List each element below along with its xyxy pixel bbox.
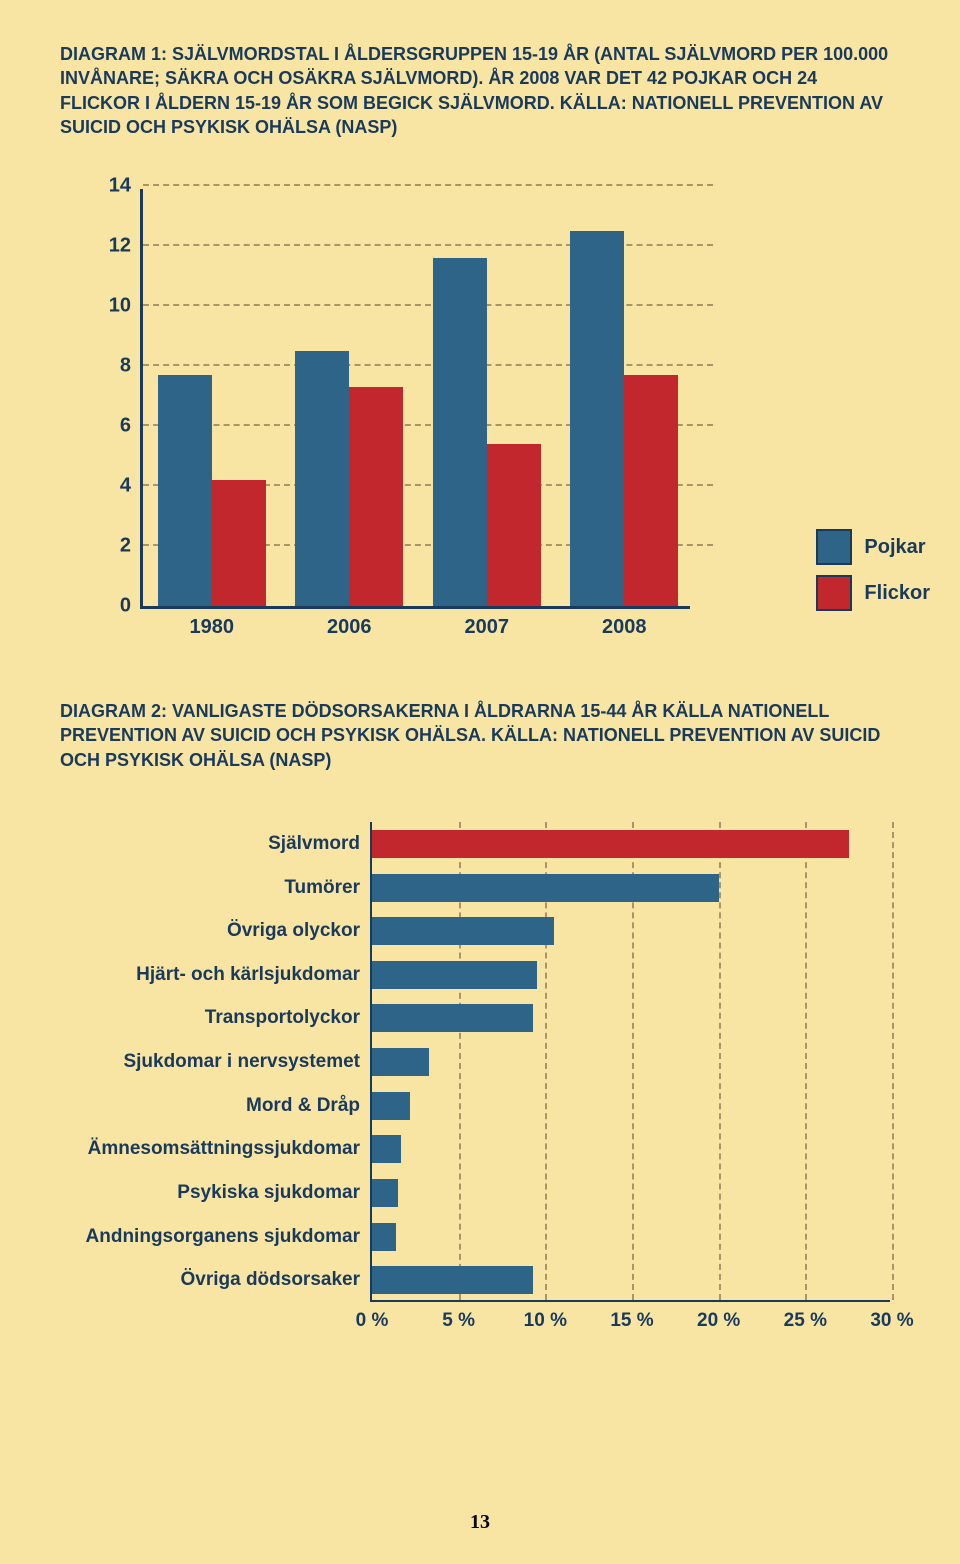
chart1-gridline (143, 244, 713, 246)
chart2-bar (372, 1223, 396, 1251)
chart2-category-label: Transportolyckor (205, 1007, 360, 1029)
chart2-category-label: Övriga dödsorsaker (180, 1269, 360, 1291)
chart2-bar (372, 830, 849, 858)
chart1-xtick-label: 2006 (327, 616, 372, 639)
diagram1-description: DIAGRAM 1: SJÄLVMORDSTAL I ÅLDERSGRUPPEN… (60, 42, 900, 139)
chart1-xtick-label: 2007 (465, 616, 510, 639)
chart1-ytick-label: 6 (120, 415, 131, 438)
diagram2-chart: 0 %5 %10 %15 %20 %25 %30 %SjälvmordTumör… (60, 822, 890, 1342)
chart2-bar (372, 874, 719, 902)
chart1-ytick-label: 14 (109, 175, 131, 198)
chart2-gridline (892, 822, 894, 1300)
chart2-gridline (719, 822, 721, 1300)
chart1-gridline (143, 304, 713, 306)
chart2-bar (372, 961, 537, 989)
chart1-bar (212, 480, 266, 606)
chart2-gridline (805, 822, 807, 1300)
chart1-bar (295, 351, 349, 606)
chart2-category-label: Tumörer (284, 877, 360, 899)
legend-label-pojkar: Pojkar (864, 536, 925, 559)
chart1-ytick-label: 2 (120, 535, 131, 558)
diagram1-legend: Pojkar Flickor (816, 519, 930, 611)
chart2-xtick-label: 25 % (784, 1310, 827, 1332)
chart1-xtick-label: 1980 (190, 616, 235, 639)
chart1-bar (158, 375, 212, 606)
diagram2-plot: 0 %5 %10 %15 %20 %25 %30 %SjälvmordTumör… (370, 822, 890, 1302)
chart2-xtick-label: 30 % (870, 1310, 913, 1332)
chart1-ytick-label: 12 (109, 235, 131, 258)
chart2-category-label: Självmord (268, 833, 360, 855)
chart2-category-label: Andningsorganens sjukdomar (86, 1226, 360, 1248)
legend-swatch-flickor (816, 575, 852, 611)
page-number: 13 (470, 1511, 490, 1534)
chart1-bar (570, 231, 624, 606)
chart1-ytick-label: 8 (120, 355, 131, 378)
chart2-bar (372, 1048, 429, 1076)
diagram1-chart: 024681012141980200620072008 Pojkar Flick… (90, 179, 810, 639)
chart2-bar (372, 1004, 533, 1032)
chart2-xtick-label: 20 % (697, 1310, 740, 1332)
diagram1-plot: 024681012141980200620072008 (140, 189, 690, 609)
chart2-bar (372, 1092, 410, 1120)
chart1-bar (349, 387, 403, 606)
chart2-xtick-label: 15 % (610, 1310, 653, 1332)
chart1-bar (487, 444, 541, 606)
chart1-ytick-label: 4 (120, 475, 131, 498)
chart1-gridline (143, 364, 713, 366)
chart1-bar (624, 375, 678, 606)
legend-flickor: Flickor (816, 575, 930, 611)
chart1-ytick-label: 0 (120, 595, 131, 618)
chart1-ytick-label: 10 (109, 295, 131, 318)
chart2-category-label: Sjukdomar i nervsystemet (123, 1051, 360, 1073)
chart2-xtick-label: 0 % (356, 1310, 389, 1332)
diagram2-description: DIAGRAM 2: VANLIGASTE DÖDSORSAKERNA I ÅL… (60, 699, 900, 772)
chart2-xtick-label: 5 % (442, 1310, 475, 1332)
chart2-category-label: Psykiska sjukdomar (177, 1182, 360, 1204)
legend-swatch-pojkar (816, 529, 852, 565)
chart1-bar (433, 258, 487, 606)
chart1-gridline (143, 184, 713, 186)
chart2-bar (372, 1179, 398, 1207)
legend-label-flickor: Flickor (864, 582, 930, 605)
chart1-xtick-label: 2008 (602, 616, 647, 639)
chart2-category-label: Övriga olyckor (227, 920, 360, 942)
chart2-bar (372, 917, 554, 945)
legend-pojkar: Pojkar (816, 529, 930, 565)
chart2-xtick-label: 10 % (524, 1310, 567, 1332)
chart2-category-label: Hjärt- och kärlsjukdomar (136, 964, 360, 986)
chart2-bar (372, 1135, 401, 1163)
chart2-category-label: Mord & Dråp (246, 1095, 360, 1117)
chart2-category-label: Ämnesomsättningssjukdomar (88, 1138, 360, 1160)
chart2-bar (372, 1266, 533, 1294)
